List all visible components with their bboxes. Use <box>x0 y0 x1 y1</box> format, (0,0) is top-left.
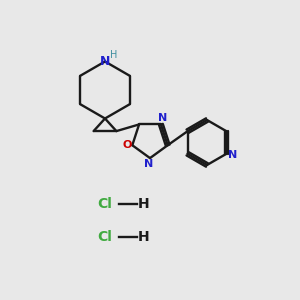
Text: N: N <box>229 150 238 160</box>
Text: H: H <box>110 50 117 60</box>
Text: N: N <box>158 113 167 124</box>
Text: N: N <box>100 55 110 68</box>
Text: Cl: Cl <box>98 230 112 244</box>
Text: H: H <box>138 230 150 244</box>
Text: Cl: Cl <box>98 197 112 211</box>
Text: N: N <box>144 159 153 169</box>
Text: O: O <box>122 140 132 150</box>
Text: H: H <box>138 197 150 211</box>
